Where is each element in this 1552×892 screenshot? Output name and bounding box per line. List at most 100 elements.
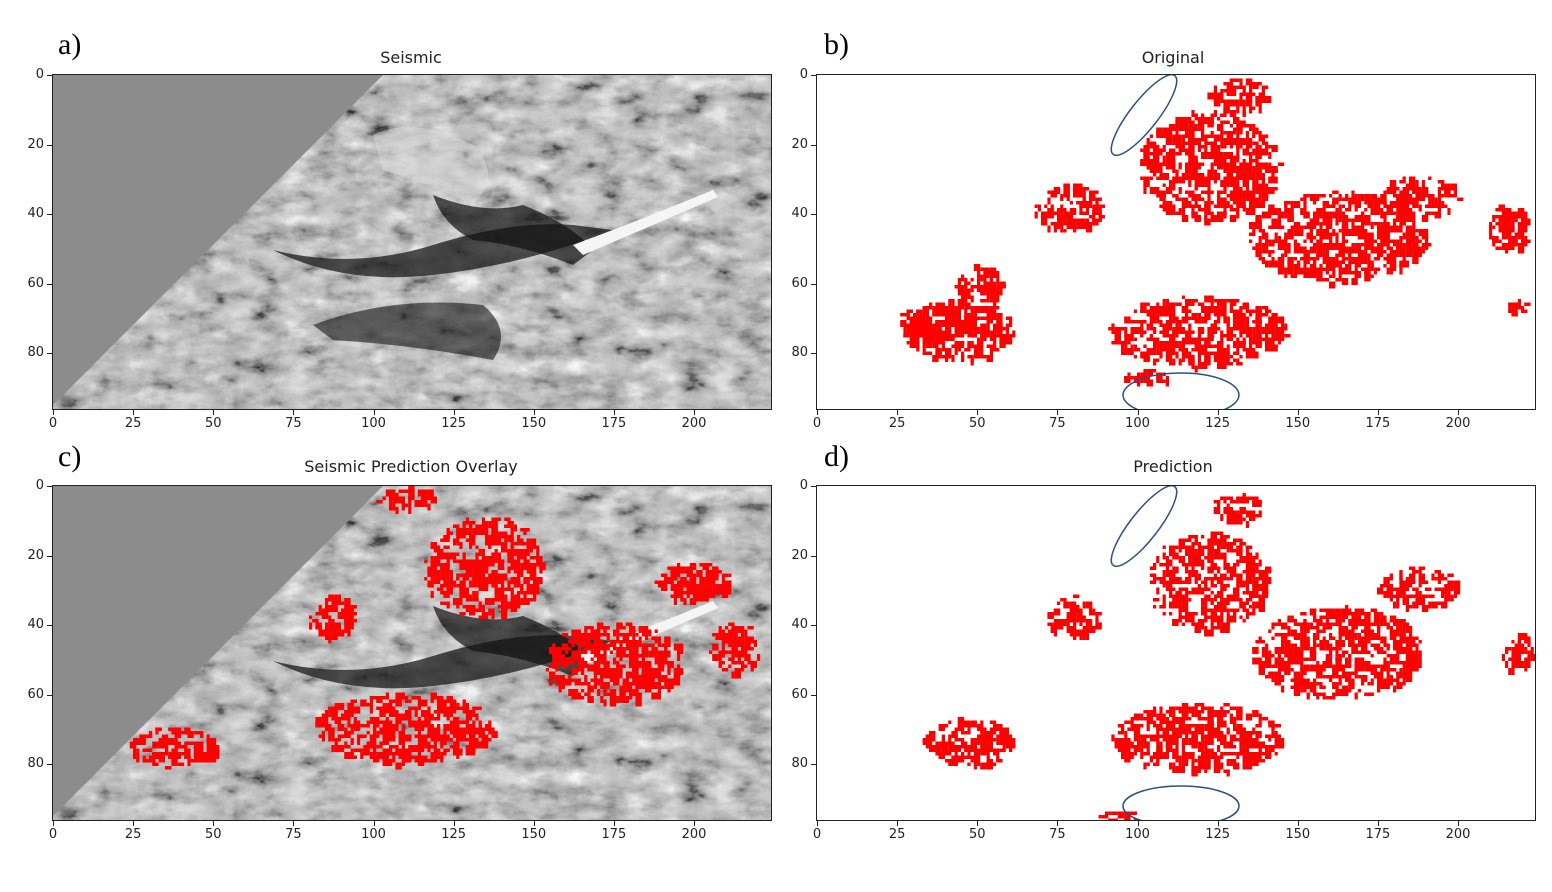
x-tick-mark	[897, 821, 899, 826]
mask-pixels	[922, 493, 1535, 820]
x-tick-mark	[977, 821, 979, 826]
x-tick-mark	[133, 821, 135, 826]
y-tick-label: 40	[791, 617, 808, 633]
x-tick-mark	[53, 821, 54, 826]
y-tick-label: 40	[791, 206, 808, 222]
y-tick-mark	[47, 625, 52, 627]
seismic-image	[52, 74, 772, 410]
y-tick-mark	[811, 625, 816, 627]
y-tick-mark	[47, 144, 52, 146]
x-tick-mark	[213, 410, 215, 415]
x-tick-mark	[977, 410, 979, 415]
x-tick-mark	[53, 410, 54, 415]
y-tick-label: 40	[27, 617, 44, 633]
x-tick-mark	[1057, 410, 1059, 415]
x-tick-label: 0	[812, 416, 822, 431]
y-tick-label: 40	[27, 206, 44, 222]
x-tick-label: 50	[968, 416, 986, 431]
panel-c-title: Seismic Prediction Overlay	[304, 457, 518, 476]
x-tick-label: 150	[1285, 827, 1311, 842]
y-tick-mark	[811, 764, 816, 766]
panel-b-letter: b)	[824, 28, 849, 61]
panel-a-title: Seismic	[380, 48, 442, 67]
y-tick-mark	[811, 144, 816, 146]
x-tick-mark	[817, 410, 818, 415]
x-tick-label: 175	[1365, 827, 1391, 842]
x-tick-label: 50	[204, 416, 222, 431]
x-tick-label: 150	[521, 416, 547, 431]
x-tick-label: 0	[48, 827, 58, 842]
x-tick-mark	[373, 410, 375, 415]
x-tick-mark	[897, 410, 899, 415]
y-tick-label: 80	[27, 345, 44, 361]
panel-c-letter: c)	[58, 440, 82, 473]
overlay-svg	[53, 486, 771, 820]
x-tick-label: 125	[441, 827, 467, 842]
panel-d-title: Prediction	[1133, 457, 1213, 476]
x-tick-mark	[293, 410, 295, 415]
y-tick-label: 60	[791, 275, 808, 291]
original-mask	[816, 74, 1536, 410]
x-tick-mark	[133, 410, 135, 415]
x-tick-mark	[533, 410, 535, 415]
x-tick-label: 100	[361, 827, 386, 842]
x-tick-label: 125	[1205, 827, 1231, 842]
y-tick-mark	[47, 764, 52, 766]
y-tick-label: 0	[799, 478, 808, 493]
x-tick-label: 0	[48, 416, 58, 431]
x-tick-label: 150	[521, 827, 547, 842]
x-tick-mark	[1458, 821, 1460, 826]
x-tick-mark	[1137, 410, 1139, 415]
x-tick-label: 100	[1125, 416, 1150, 431]
y-tick-mark	[811, 75, 816, 76]
y-tick-label: 20	[27, 136, 44, 152]
x-tick-mark	[1217, 821, 1219, 826]
x-tick-mark	[1377, 410, 1379, 415]
x-tick-label: 75	[285, 416, 302, 431]
prediction-mask	[816, 485, 1536, 821]
y-tick-mark	[47, 353, 52, 355]
x-tick-mark	[373, 821, 375, 826]
panel-d-letter: d)	[824, 440, 849, 473]
x-tick-mark	[453, 821, 455, 826]
annotation-ellipse-top	[1110, 486, 1178, 568]
x-tick-label: 25	[888, 416, 906, 431]
panel-a-letter: a)	[58, 28, 82, 61]
x-tick-mark	[213, 821, 215, 826]
x-tick-label: 75	[1049, 416, 1066, 431]
x-tick-label: 200	[681, 416, 707, 431]
seismic-svg	[53, 75, 771, 409]
panel-b-title: Original	[1141, 48, 1205, 67]
x-tick-label: 175	[601, 416, 627, 431]
y-tick-label: 80	[791, 345, 808, 361]
y-tick-mark	[47, 75, 52, 76]
overlay-image	[52, 485, 772, 821]
x-tick-label: 100	[1125, 827, 1150, 842]
prediction-mask-svg	[922, 486, 1535, 820]
x-tick-mark	[613, 410, 615, 415]
y-tick-label: 20	[791, 136, 808, 152]
y-tick-mark	[811, 555, 816, 557]
y-tick-mark	[47, 283, 52, 285]
x-tick-label: 200	[1445, 416, 1471, 431]
y-tick-mark	[811, 214, 816, 216]
original-mask-svg	[900, 75, 1531, 409]
annotation-ellipse-bottom	[1122, 785, 1240, 820]
annotation-ellipse-top	[1110, 75, 1178, 157]
y-tick-label: 80	[27, 756, 44, 772]
x-tick-label: 75	[285, 827, 302, 842]
x-tick-label: 125	[441, 416, 467, 431]
y-tick-mark	[47, 694, 52, 696]
x-tick-label: 150	[1285, 416, 1311, 431]
x-tick-label: 25	[124, 416, 142, 431]
y-tick-label: 0	[35, 478, 44, 493]
x-tick-label: 200	[1445, 827, 1471, 842]
y-tick-label: 20	[791, 547, 808, 563]
y-tick-mark	[811, 486, 816, 487]
x-tick-mark	[1057, 821, 1059, 826]
y-tick-label: 20	[27, 547, 44, 563]
x-tick-label: 25	[124, 827, 142, 842]
y-tick-mark	[811, 283, 816, 285]
x-tick-mark	[1297, 821, 1299, 826]
x-tick-label: 50	[204, 827, 222, 842]
